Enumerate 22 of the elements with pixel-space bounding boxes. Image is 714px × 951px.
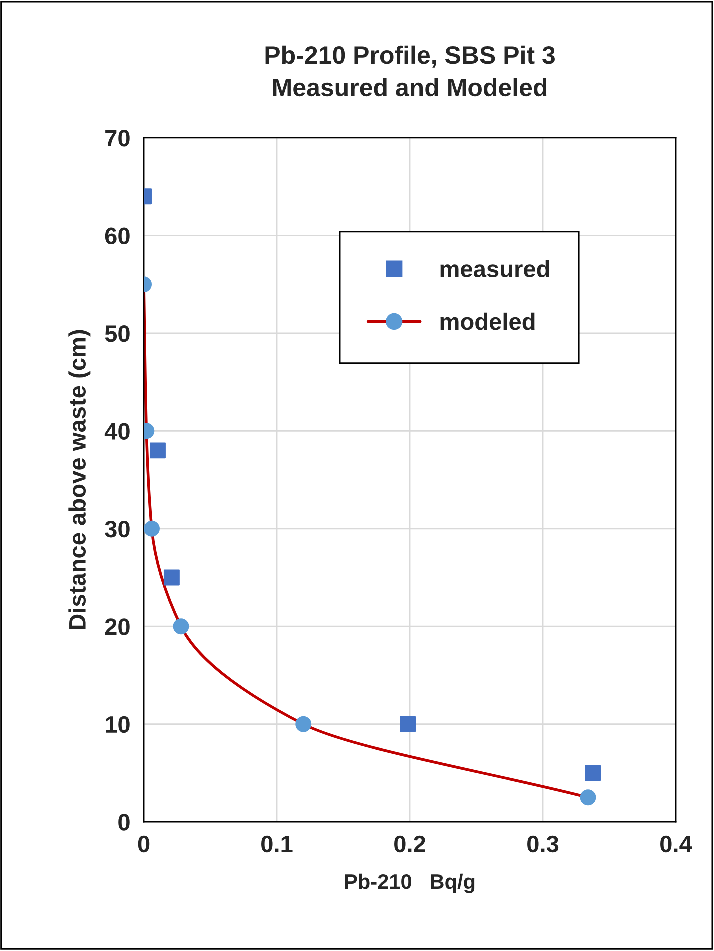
chart-title: Pb-210 Profile, SBS Pit 3 Measured and Modeled	[266, 46, 555, 97]
point	[150, 442, 166, 459]
y-tick-label: 10	[106, 716, 130, 734]
x-tick-label: 0.1	[262, 836, 293, 853]
x-axis-title: Pb-210 Bq/g	[345, 874, 475, 894]
y-tick-label: 20	[105, 618, 130, 636]
legend-label: measured	[440, 260, 550, 278]
y-tick-label: 40	[104, 423, 130, 440]
x-tick-label: 0.2	[394, 836, 426, 853]
x-tick-label: 0.3	[528, 836, 559, 853]
legend-label: modeled	[440, 312, 535, 330]
x-tick-label: 0.4	[660, 836, 692, 853]
y-tick-label: 30	[105, 520, 130, 538]
x-tick-label: 0	[138, 836, 150, 853]
point	[400, 716, 416, 732]
y-axis-title: Distance above waste (cm)	[68, 330, 91, 630]
point	[585, 765, 601, 782]
y-tick-label: 70	[106, 130, 130, 147]
point	[164, 570, 180, 586]
y-tick-label: 60	[105, 228, 130, 244]
y-tick-label: 0	[118, 814, 130, 831]
y-tick-label: 50	[105, 326, 130, 342]
